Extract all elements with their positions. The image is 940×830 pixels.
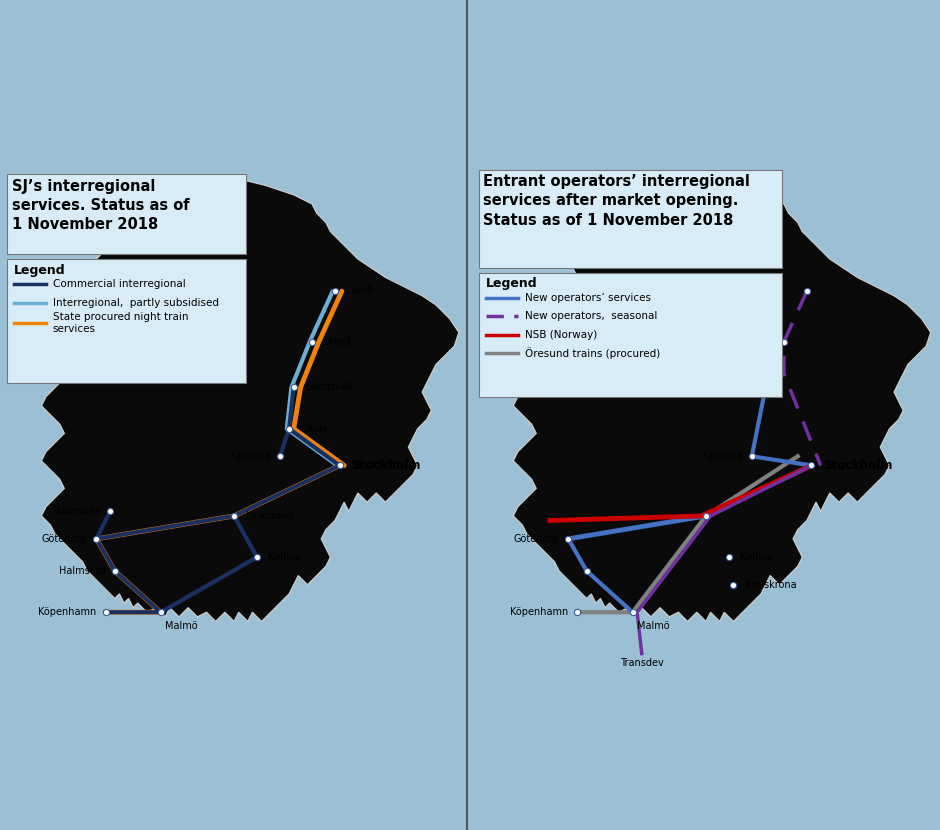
- Text: Legend: Legend: [14, 264, 66, 276]
- Text: State procured night train
services: State procured night train services: [53, 312, 188, 334]
- Text: Entrant operators’ interregional
services after market opening.
Status as of 1 N: Entrant operators’ interregional service…: [483, 174, 750, 227]
- FancyBboxPatch shape: [478, 273, 782, 397]
- Text: Halmstad: Halmstad: [59, 566, 105, 576]
- Text: Gävle: Gävle: [301, 424, 329, 434]
- Text: Uddevalla: Uddevalla: [53, 506, 101, 516]
- Text: Stockholm: Stockholm: [822, 459, 892, 472]
- Text: Köpenhamn: Köpenhamn: [510, 608, 569, 618]
- Text: Göteborg: Göteborg: [514, 534, 559, 544]
- Text: Transdev: Transdev: [619, 658, 664, 668]
- Text: SJ’s interregional
services. Status as of
1 November 2018: SJ’s interregional services. Status as o…: [11, 178, 189, 232]
- Text: Kalmar: Kalmar: [741, 552, 775, 562]
- FancyBboxPatch shape: [7, 174, 245, 255]
- Text: New operators’ services: New operators’ services: [525, 293, 650, 303]
- Text: Köpenhamn: Köpenhamn: [39, 608, 97, 618]
- Text: Göteborg: Göteborg: [42, 534, 87, 544]
- Text: Öresund trains (procured): Öresund trains (procured): [525, 347, 660, 359]
- Text: NSB (Norway): NSB (Norway): [525, 330, 597, 339]
- Text: Sundsvall: Sundsvall: [306, 383, 352, 393]
- Polygon shape: [513, 181, 931, 622]
- Text: Umeå: Umeå: [323, 337, 352, 347]
- Text: Commercial interregional: Commercial interregional: [53, 279, 185, 290]
- Text: Uppsala: Uppsala: [703, 452, 743, 461]
- Polygon shape: [41, 181, 459, 622]
- Text: New operators,  seasonal: New operators, seasonal: [525, 311, 657, 321]
- Text: Uppsala: Uppsala: [231, 452, 271, 461]
- Text: Legend: Legend: [486, 277, 538, 290]
- Text: Stockholm: Stockholm: [351, 459, 420, 472]
- Text: Interregional,  partly subsidised: Interregional, partly subsidised: [53, 298, 219, 308]
- Text: Malmö: Malmö: [637, 622, 670, 632]
- Text: Karlskrona: Karlskrona: [744, 579, 796, 590]
- Text: Malmö: Malmö: [165, 622, 198, 632]
- Text: Linköping: Linköping: [245, 511, 292, 521]
- Text: Stockholm: Stockholm: [351, 461, 402, 471]
- FancyBboxPatch shape: [7, 259, 245, 383]
- Text: Kalmar: Kalmar: [269, 552, 303, 562]
- FancyBboxPatch shape: [478, 169, 782, 268]
- Text: Luleå: Luleå: [347, 286, 373, 296]
